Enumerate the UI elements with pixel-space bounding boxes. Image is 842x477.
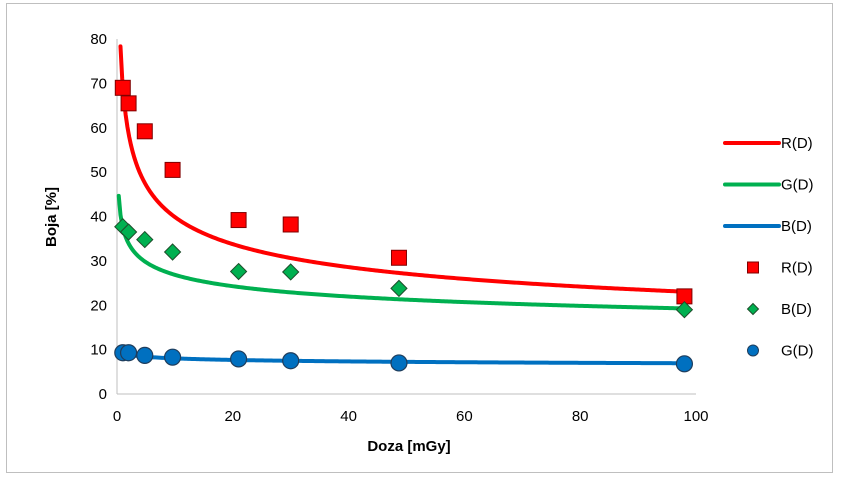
data-point-square [282, 216, 299, 233]
data-point-diamond [163, 243, 182, 261]
data-point-square [114, 79, 131, 96]
axes: 0 10 20 30 40 50 60 70 80 0 20 40 60 80 100 [90, 31, 708, 425]
x-tick-label: 20 [224, 408, 241, 425]
data-point-diamond [229, 262, 248, 281]
x-tick-label: 40 [340, 408, 357, 425]
legend-label: R(D) [781, 135, 813, 152]
legend-label: G(D) [781, 343, 814, 360]
legend-swatch-diamond [746, 302, 760, 316]
legend-swatch-square [747, 261, 759, 274]
data-point-circle [136, 346, 154, 364]
legend: R(D) G(D) B(D) R(D) B(D) G(D) [723, 135, 814, 360]
y-tick-label: 40 [90, 209, 107, 226]
x-tick-label: 100 [683, 408, 708, 425]
fit-curve-gd [116, 193, 686, 311]
legend-swatch-circle [747, 344, 759, 357]
y-tick-label: 10 [90, 342, 107, 359]
x-tick-label: 0 [113, 408, 121, 425]
legend-label: G(D) [781, 177, 814, 194]
data-point-circle [282, 352, 300, 370]
fit-curve-rd [118, 44, 686, 294]
data-point-diamond [119, 223, 138, 241]
data-point-circle [675, 355, 694, 373]
y-tick-label: 80 [90, 31, 107, 48]
y-tick-label: 0 [99, 386, 107, 403]
y-tick-label: 50 [90, 164, 107, 181]
data-point-diamond [136, 230, 154, 249]
x-axis-title: Doza [mGy] [367, 438, 450, 455]
y-tick-label: 30 [90, 253, 107, 270]
data-point-circle [390, 354, 408, 372]
data-point-square [164, 161, 181, 178]
data-point-diamond [390, 279, 408, 298]
data-point-square [136, 123, 153, 140]
legend-label: R(D) [781, 260, 813, 277]
y-tick-label: 60 [90, 120, 107, 137]
data-point-circle [163, 348, 182, 366]
legend-label: B(D) [781, 218, 812, 235]
y-tick-label: 20 [90, 297, 107, 314]
x-tick-label: 60 [456, 408, 473, 425]
data-point-square [120, 95, 137, 112]
data-point-square [390, 249, 407, 266]
data-point-square [230, 212, 247, 229]
data-point-diamond [281, 263, 300, 281]
x-tick-label: 80 [572, 408, 589, 425]
data-point-circle [229, 350, 248, 368]
data-points [114, 79, 694, 373]
data-point-circle [119, 344, 138, 362]
legend-label: B(D) [781, 301, 812, 318]
y-axis-title: Boja [%] [43, 187, 60, 247]
y-tick-label: 70 [90, 75, 107, 92]
fit-curves [116, 44, 686, 366]
data-point-diamond [675, 300, 694, 319]
